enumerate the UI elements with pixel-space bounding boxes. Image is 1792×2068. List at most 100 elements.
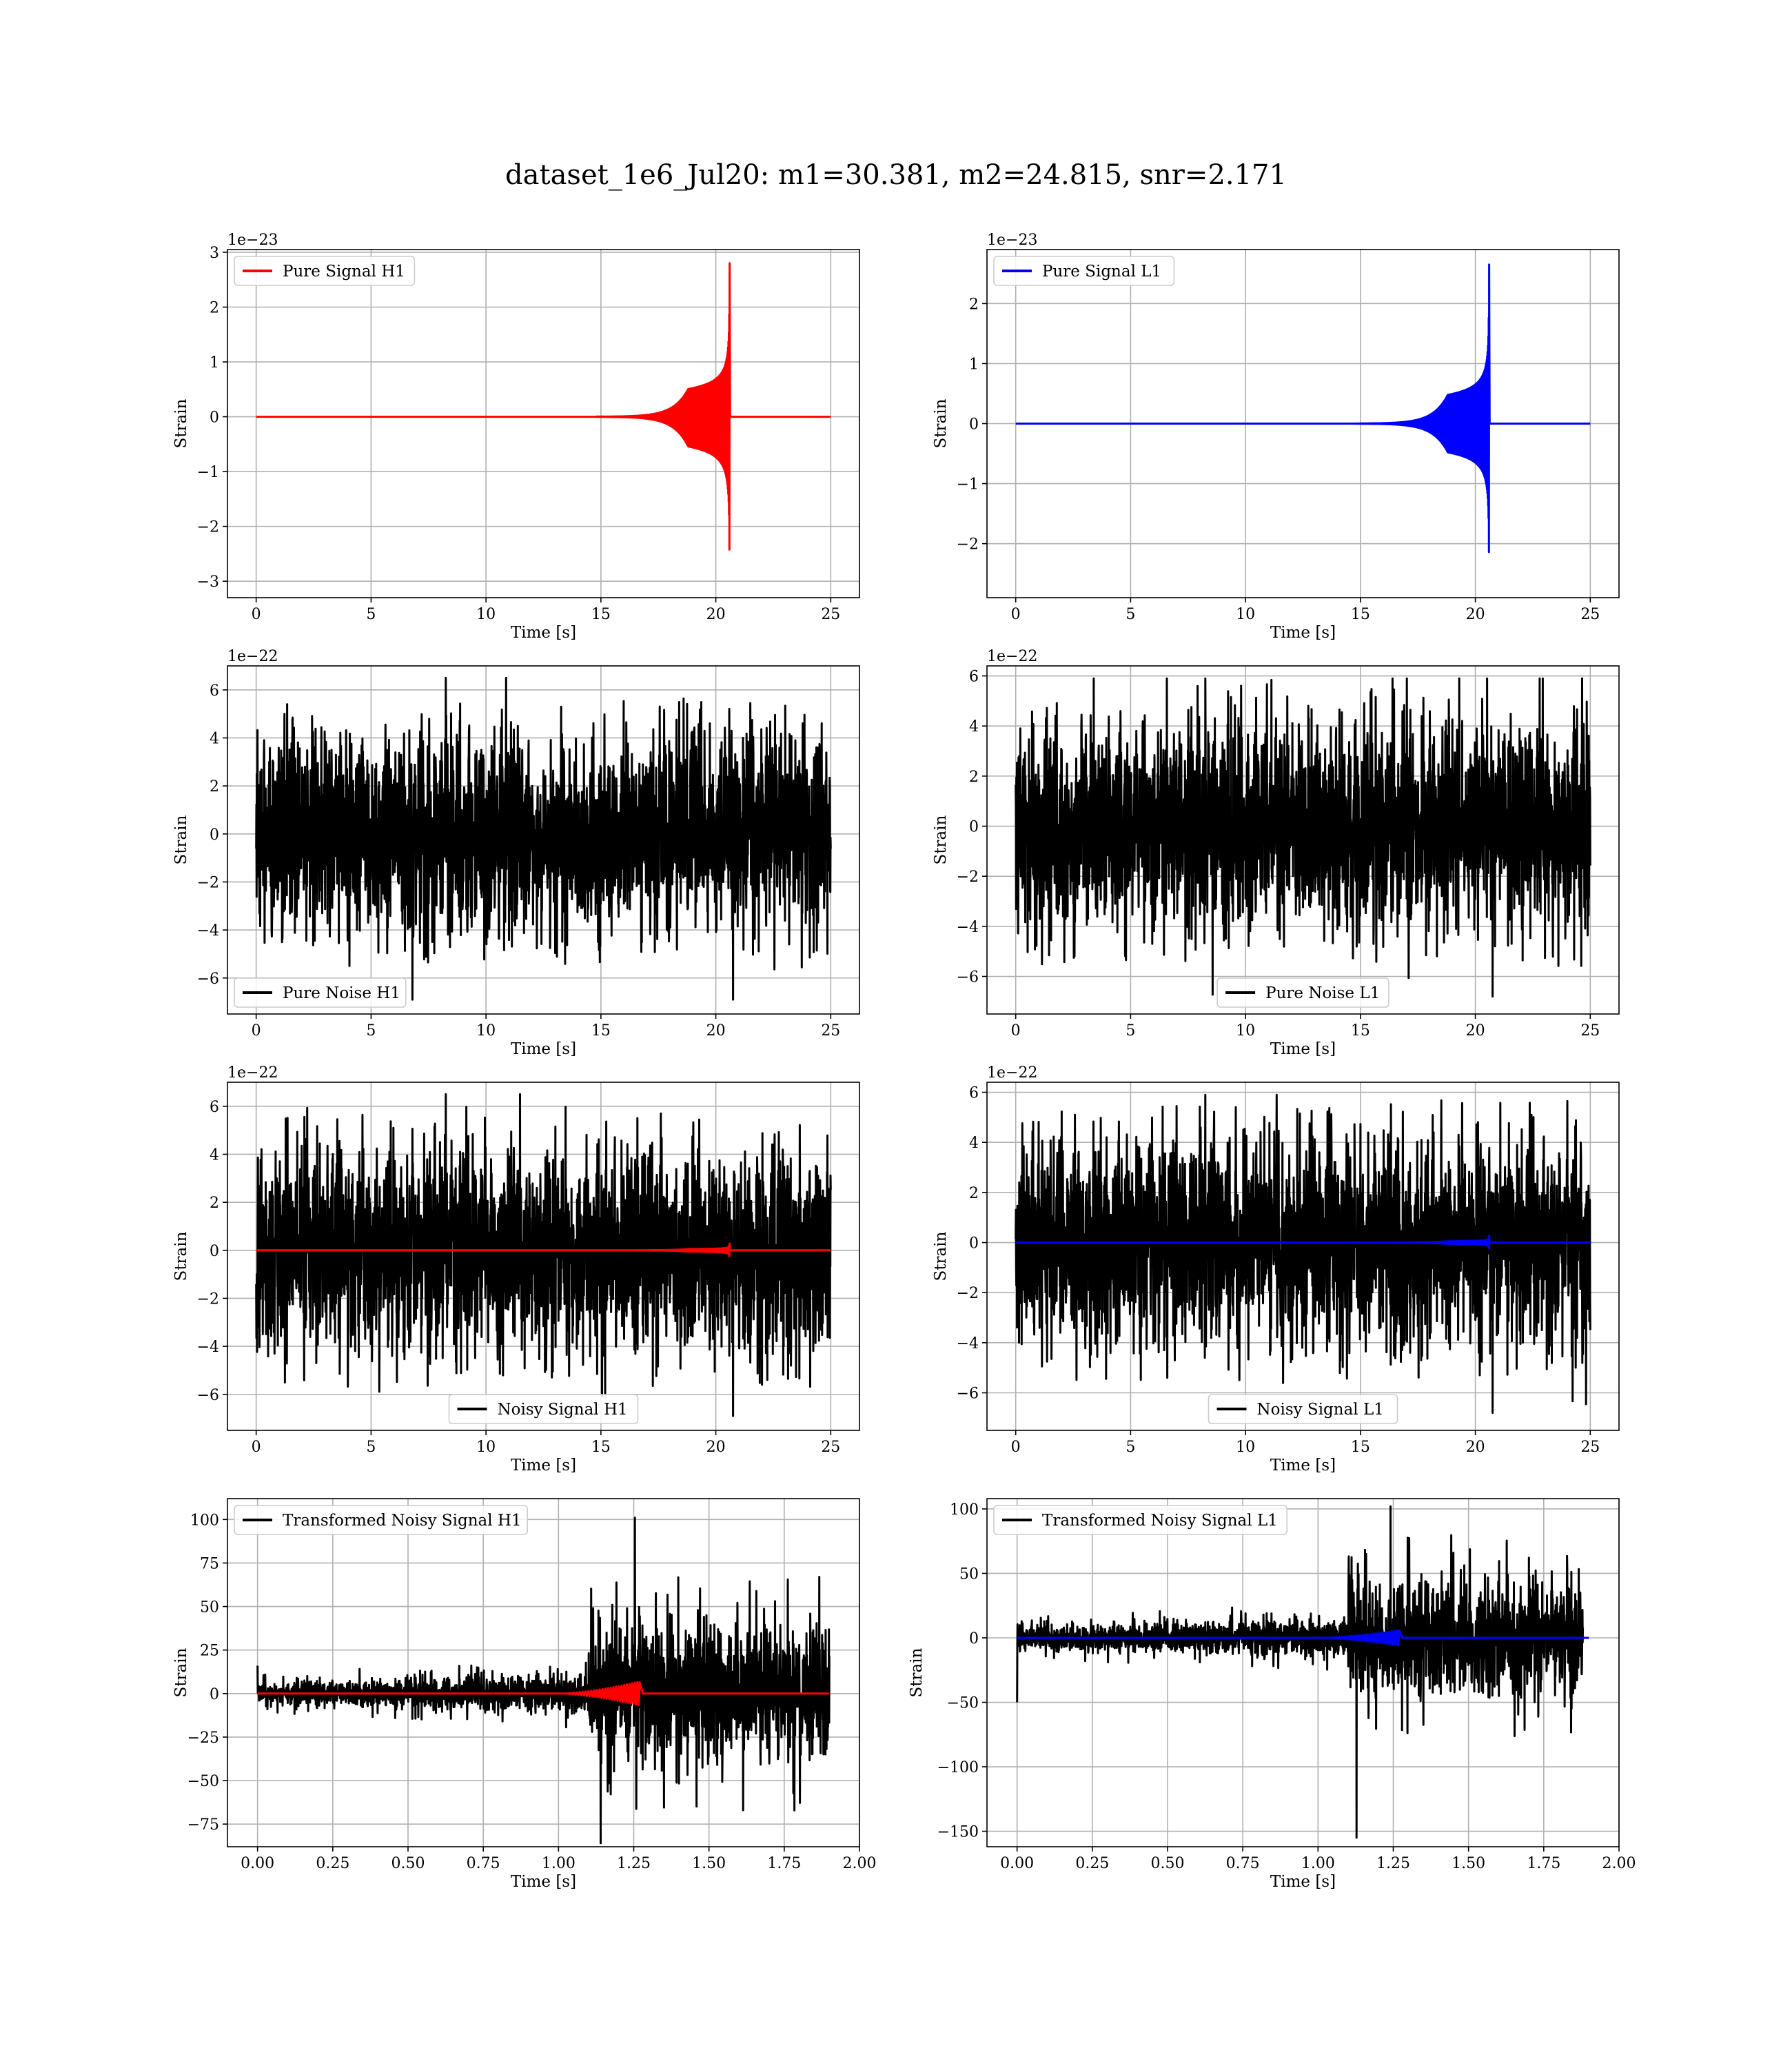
legend-box [993,1505,1288,1535]
x-tick-label: 2.00 [843,1855,877,1872]
y-tick-label: 3 [210,245,219,262]
x-tick-label: 10 [476,1439,496,1456]
axis-offset-text: 1e−22 [227,1064,278,1082]
y-tick-label: 6 [969,1085,979,1102]
y-axis-label: Strain [932,398,950,448]
x-tick-label: 15 [1351,606,1370,623]
legend-box [1208,1394,1398,1424]
y-tick-label: 2 [969,769,979,786]
x-tick-label: 0.75 [467,1855,500,1872]
x-tick-label: 0.50 [391,1855,425,1872]
legend-label: Pure Noise H1 [283,984,400,1002]
legend: Transformed Noisy Signal L1 [993,1505,1288,1535]
y-tick-label: 75 [200,1555,219,1572]
y-tick-label: 100 [190,1512,219,1529]
x-axis-label: Time [s] [511,1457,576,1474]
y-tick-label: −3 [197,574,219,591]
y-tick-label: 6 [969,669,979,686]
x-tick-label: 5 [366,1022,376,1040]
x-tick-label: 0 [1011,1022,1021,1040]
x-tick-label: 10 [1236,1022,1255,1040]
y-tick-label: −2 [957,1285,979,1302]
x-tick-label: 1.00 [542,1855,576,1872]
series-line-noisy-signal-l1 [1015,1093,1591,1415]
y-tick-label: 0 [210,409,219,427]
y-tick-label: 2 [210,1195,219,1212]
axes-frame [227,1498,860,1847]
y-tick-label: 4 [210,730,219,747]
series-line-overlay-1 [1015,1235,1591,1249]
x-tick-label: 15 [591,1439,611,1456]
y-tick-label: 4 [969,1135,979,1152]
axes-frame [227,249,860,598]
x-tick-label: 0.25 [1075,1855,1109,1872]
x-axis-label: Time [s] [511,624,576,642]
y-axis-label: Strain [908,1648,926,1697]
legend: Noisy Signal H1 [448,1394,639,1424]
y-tick-label: 50 [200,1599,219,1616]
x-axis-label: Time [s] [1270,624,1336,642]
x-tick-label: 0 [252,1022,261,1040]
x-tick-label: 25 [1580,606,1600,623]
legend-box [234,1505,529,1535]
legend-box [234,977,407,1008]
y-tick-label: 0 [969,416,979,434]
x-tick-label: 0.00 [241,1855,274,1872]
legend: Pure Noise L1 [1216,977,1389,1008]
x-tick-label: 10 [1236,606,1255,623]
y-tick-label: 1 [210,354,219,372]
series-line-transformed-noisy-signal-l1 [1016,1505,1585,1839]
y-tick-label: −2 [197,874,219,891]
y-tick-label: −2 [957,536,979,554]
y-tick-label: −150 [937,1824,979,1841]
y-tick-label: 4 [210,1146,219,1164]
legend-box [1216,977,1389,1008]
axes-frame [986,665,1620,1015]
axes-frame [227,665,860,1015]
x-tick-label: 1.75 [767,1855,801,1872]
x-tick-label: 5 [1126,606,1135,623]
x-tick-label: 0 [1011,606,1021,623]
y-tick-label: 2 [969,296,979,313]
y-tick-label: 0 [969,1235,979,1253]
x-tick-label: 20 [706,606,726,623]
x-tick-label: 25 [821,1439,840,1456]
x-tick-label: 5 [1126,1022,1135,1040]
y-tick-label: −4 [197,922,219,940]
y-tick-label: −50 [947,1695,979,1712]
series-line-overlay-1 [255,1242,831,1257]
y-tick-label: 2 [210,778,219,795]
subplot-noisy-signal-h1: 0 5 10 15 20 25 −6 −4 −2 0 2 4 6 1e−22 Time [s] Strain N… [172,1064,860,1474]
x-tick-label: 25 [821,606,840,623]
x-tick-label: 0 [252,1439,261,1456]
x-tick-label: 20 [706,1022,726,1040]
subplot-transformed-noisy-signal-l1: 0.00 0.25 0.50 0.75 1.00 1.25 1.50 1.75 2.00 −150… [908,1498,1636,1891]
x-tick-label: 20 [1466,1022,1485,1040]
y-tick-label: 1 [969,356,979,373]
x-tick-label: 1.75 [1527,1855,1560,1872]
legend-label: Transformed Noisy Signal H1 [283,1512,522,1530]
x-tick-label: 15 [1351,1439,1370,1456]
y-tick-label: 25 [200,1643,219,1660]
y-axis-label: Strain [172,398,190,448]
y-tick-label: −6 [957,1386,979,1403]
y-tick-label: 0 [210,1686,219,1703]
x-tick-label: 2.00 [1602,1855,1636,1872]
subplot-pure-noise-l1: 0 5 10 15 20 25 −6 −4 −2 0 2 4 6 1e−22 Time [s] Strain P… [932,648,1620,1058]
x-tick-label: 1.50 [1452,1855,1485,1872]
y-tick-label: −6 [197,1387,219,1404]
series-line-pure-noise-h1 [255,676,832,1001]
x-tick-label: 0 [252,606,261,623]
y-axis-label: Strain [932,815,950,864]
legend: Transformed Noisy Signal H1 [234,1505,529,1535]
x-tick-label: 0.00 [1000,1855,1034,1872]
x-tick-label: 1.00 [1301,1855,1335,1872]
y-tick-label: −2 [197,1290,219,1308]
y-tick-label: 0 [969,819,979,836]
axis-offset-text: 1e−23 [227,232,278,249]
x-tick-label: 0.50 [1151,1855,1185,1872]
x-tick-label: 25 [821,1022,840,1040]
y-axis-label: Strain [172,1231,190,1281]
series-line-overlay-1 [256,1681,830,1707]
x-tick-label: 5 [1126,1439,1135,1456]
